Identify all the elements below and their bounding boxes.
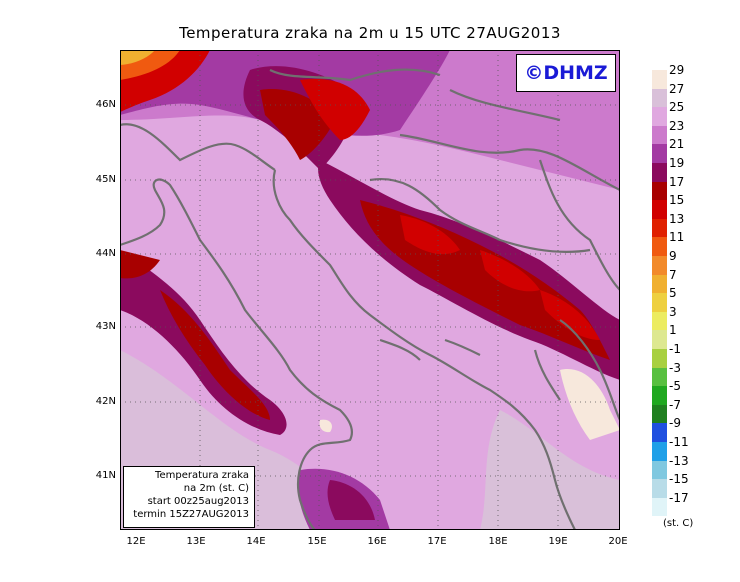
legend-swatch bbox=[652, 144, 667, 163]
legend-label: 23 bbox=[669, 118, 685, 133]
cream-patch-2 bbox=[319, 419, 332, 433]
map-title: Temperatura zraka na 2m u 15 UTC 27AUG20… bbox=[179, 24, 561, 42]
legend-swatch bbox=[652, 367, 667, 387]
legend-swatch bbox=[652, 274, 667, 294]
legend-label: 27 bbox=[669, 81, 685, 96]
legend-label: -9 bbox=[669, 416, 681, 431]
legend-label: 1 bbox=[669, 323, 677, 338]
lon-label-17e: 17E bbox=[427, 536, 447, 547]
legend-swatch bbox=[652, 70, 667, 89]
legend-swatch bbox=[652, 107, 667, 126]
hot-zone-dinaric-peaks bbox=[400, 215, 600, 340]
lat-label-46n: 46N bbox=[95, 99, 116, 110]
legend-label: 25 bbox=[669, 100, 685, 115]
legend-label: 11 bbox=[669, 230, 685, 245]
legend-swatch bbox=[652, 256, 667, 275]
legend-swatch bbox=[652, 442, 667, 461]
legend-swatch bbox=[652, 386, 667, 405]
legend-label: -17 bbox=[669, 490, 689, 505]
hot-zone-south bbox=[327, 480, 375, 520]
legend-label: -11 bbox=[669, 435, 689, 449]
legend-swatch bbox=[652, 200, 667, 219]
legend-swatch bbox=[652, 404, 667, 424]
legend-label: -7 bbox=[669, 397, 681, 412]
graticule bbox=[120, 50, 620, 530]
legend-unit: (st. C) bbox=[663, 518, 694, 529]
lon-label-18e: 18E bbox=[488, 536, 508, 547]
dhmz-logo: ©DHMZ bbox=[516, 54, 616, 92]
lon-label-16e: 16E bbox=[367, 536, 387, 547]
map-canvas bbox=[120, 50, 620, 530]
hot-zone-italy-core bbox=[160, 290, 270, 420]
coastlines bbox=[120, 68, 620, 530]
lat-label-45n: 45N bbox=[95, 174, 116, 185]
legend-label: 9 bbox=[669, 249, 677, 263]
lat-label-43n: 43N bbox=[95, 321, 116, 332]
legend-label: 21 bbox=[669, 137, 685, 152]
info-line-1: Temperatura zraka bbox=[155, 470, 249, 481]
legend-swatch bbox=[652, 311, 667, 331]
legend-swatch bbox=[652, 125, 667, 145]
hot-zone-italy-north bbox=[120, 250, 160, 279]
legend-label: 17 bbox=[669, 174, 685, 189]
legend-swatch bbox=[652, 423, 667, 442]
legend-swatch bbox=[652, 330, 667, 349]
lon-label-15e: 15E bbox=[307, 536, 327, 547]
legend-label: 29 bbox=[669, 63, 685, 77]
temperature-map bbox=[120, 50, 620, 530]
legend-swatch bbox=[652, 497, 667, 517]
lon-label-20e: 20E bbox=[608, 536, 628, 547]
lat-label-42n: 42N bbox=[95, 396, 116, 407]
legend-label: 13 bbox=[669, 211, 685, 226]
legend-swatch bbox=[652, 460, 667, 480]
lon-label-14e: 14E bbox=[246, 536, 266, 547]
legend-swatch bbox=[652, 293, 667, 312]
legend-swatch bbox=[652, 88, 667, 108]
legend-label: -15 bbox=[669, 472, 689, 487]
lon-label-12e: 12E bbox=[126, 536, 146, 547]
info-line-3: start 00z25aug2013 bbox=[147, 496, 249, 507]
cream-patch bbox=[560, 369, 620, 440]
legend-label: 3 bbox=[669, 304, 677, 319]
legend-label: -5 bbox=[669, 379, 681, 394]
legend-swatch bbox=[652, 181, 667, 201]
info-line-2: na 2m (st. C) bbox=[183, 483, 249, 494]
legend-swatch bbox=[652, 349, 667, 368]
legend-label: -3 bbox=[669, 360, 681, 375]
legend-label: 15 bbox=[669, 193, 685, 208]
legend-label: 19 bbox=[669, 156, 685, 170]
lat-label-44n: 44N bbox=[95, 248, 116, 259]
hot-zone-nw-3 bbox=[120, 50, 155, 65]
legend-swatch bbox=[652, 218, 667, 238]
info-line-4: termin 15Z27AUG2013 bbox=[133, 509, 249, 520]
legend-label: 7 bbox=[669, 267, 677, 282]
legend-label: 5 bbox=[669, 286, 677, 301]
legend-swatch bbox=[652, 163, 667, 182]
legend-swatch bbox=[652, 237, 667, 256]
sea-light-zone-2 bbox=[480, 410, 620, 530]
legend-label: -13 bbox=[669, 453, 689, 468]
lon-label-19e: 19E bbox=[548, 536, 568, 547]
info-box: Temperatura zraka na 2m (st. C) start 00… bbox=[123, 466, 255, 528]
lat-label-41n: 41N bbox=[95, 470, 116, 481]
legend-label: -1 bbox=[669, 342, 681, 356]
hot-zone-ne bbox=[300, 79, 370, 140]
legend-swatch bbox=[652, 479, 667, 498]
lon-label-13e: 13E bbox=[186, 536, 206, 547]
